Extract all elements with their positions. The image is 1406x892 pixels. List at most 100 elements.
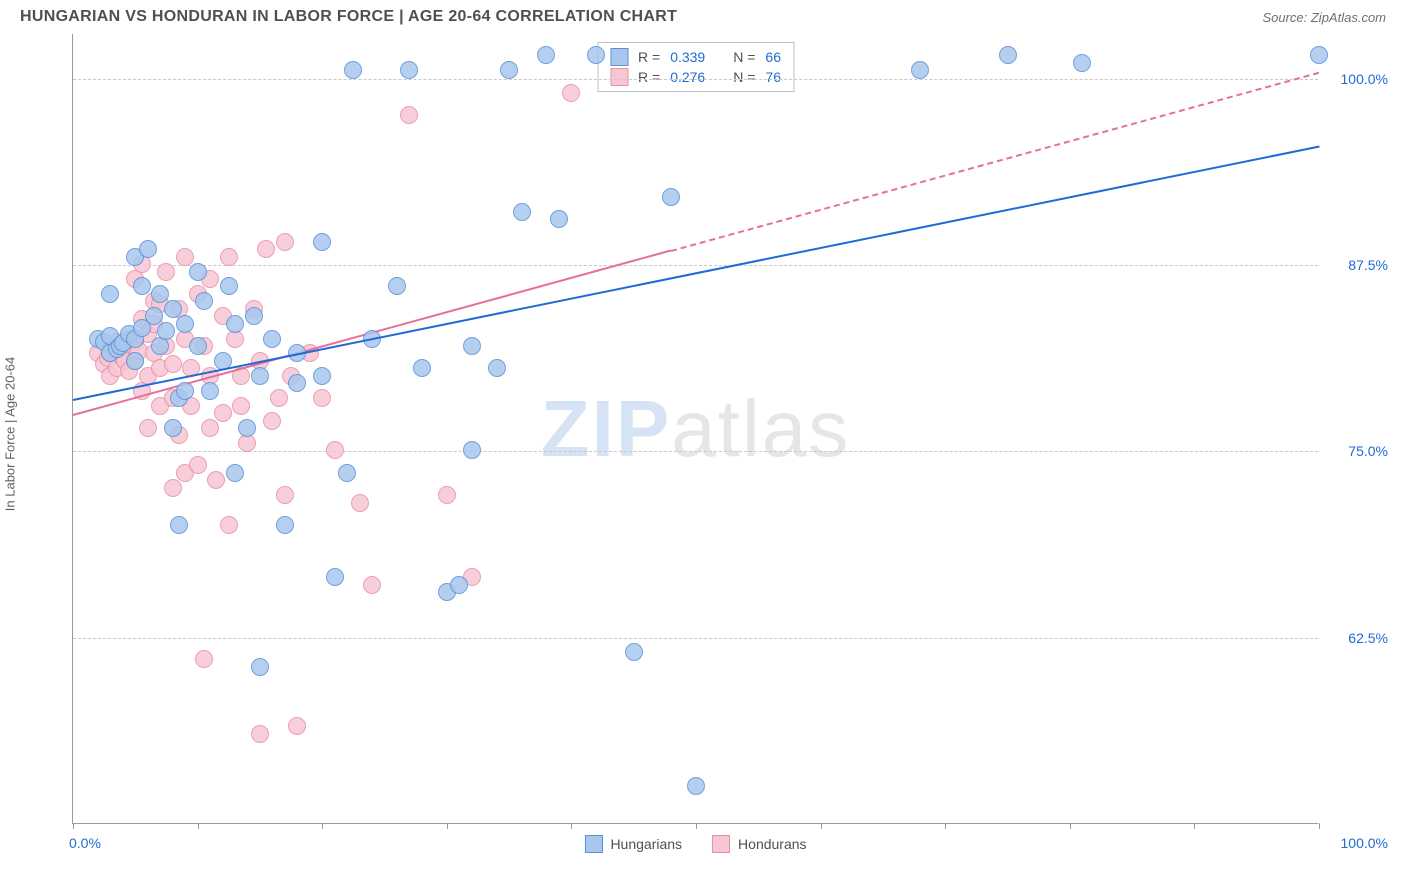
trend-line-hondurans-dashed [671,71,1319,251]
x-tick-label: 100.0% [1328,835,1388,851]
plot-area: ZIPatlas R =0.339N =66R =0.276N =76 Hung… [72,34,1318,824]
legend-swatch [584,835,602,853]
data-point-hungarians [157,322,175,340]
data-point-hondurans [562,84,580,102]
series-legend: Hungarians Hondurans [584,835,806,853]
x-tick [447,823,448,829]
data-point-hungarians [164,300,182,318]
data-point-hungarians [388,277,406,295]
data-point-hungarians [450,576,468,594]
legend-swatch [610,68,628,86]
data-point-hondurans [195,650,213,668]
data-point-hondurans [139,419,157,437]
data-point-hungarians [463,441,481,459]
data-point-hungarians [326,568,344,586]
source-label: Source: ZipAtlas.com [1262,10,1386,25]
x-tick [696,823,697,829]
data-point-hungarians [201,382,219,400]
data-point-hondurans [288,717,306,735]
data-point-hungarians [145,307,163,325]
data-point-hungarians [251,367,269,385]
x-tick [1319,823,1320,829]
legend-r-value: 0.339 [670,49,705,65]
data-point-hungarians [176,382,194,400]
data-point-hungarians [189,337,207,355]
data-point-hungarians [220,277,238,295]
data-point-hungarians [344,61,362,79]
x-tick [821,823,822,829]
y-tick-label: 87.5% [1328,257,1388,273]
legend-row-hondurans: R =0.276N =76 [610,67,781,87]
y-axis-label: In Labor Force | Age 20-64 [3,357,18,511]
x-tick [1070,823,1071,829]
y-tick-label: 75.0% [1328,443,1388,459]
data-point-hondurans [164,479,182,497]
data-point-hungarians [513,203,531,221]
data-point-hungarians [662,188,680,206]
data-point-hungarians [1310,46,1328,64]
data-point-hungarians [537,46,555,64]
x-tick [945,823,946,829]
data-point-hungarians [400,61,418,79]
data-point-hungarians [625,643,643,661]
data-point-hondurans [164,355,182,373]
x-tick [1194,823,1195,829]
data-point-hondurans [326,441,344,459]
data-point-hungarians [463,337,481,355]
data-point-hungarians [276,516,294,534]
data-point-hondurans [400,106,418,124]
data-point-hondurans [207,471,225,489]
data-point-hondurans [363,576,381,594]
x-tick [73,823,74,829]
gridline-h [73,638,1318,639]
data-point-hungarians [195,292,213,310]
data-point-hungarians [999,46,1017,64]
data-point-hondurans [257,240,275,258]
data-point-hondurans [270,389,288,407]
legend-r-label: R = [638,49,660,65]
data-point-hungarians [288,374,306,392]
data-point-hungarians [687,777,705,795]
bottom-legend-hondurans: Hondurans [712,835,807,853]
gridline-h [73,79,1318,80]
data-point-hondurans [220,248,238,266]
data-point-hondurans [214,404,232,422]
data-point-hungarians [139,240,157,258]
chart-area: In Labor Force | Age 20-64 ZIPatlas R =0… [20,34,1386,834]
data-point-hungarians [587,46,605,64]
data-point-hondurans [220,516,238,534]
data-point-hungarians [238,419,256,437]
correlation-legend: R =0.339N =66R =0.276N =76 [597,42,794,92]
watermark: ZIPatlas [541,383,850,475]
data-point-hondurans [263,412,281,430]
x-tick [571,823,572,829]
data-point-hungarians [133,277,151,295]
data-point-hondurans [176,248,194,266]
data-point-hungarians [1073,54,1091,72]
data-point-hungarians [126,352,144,370]
chart-title: HUNGARIAN VS HONDURAN IN LABOR FORCE | A… [20,8,677,26]
data-point-hungarians [500,61,518,79]
legend-series-label: Hungarians [610,836,682,852]
data-point-hondurans [438,486,456,504]
legend-swatch [712,835,730,853]
data-point-hungarians [263,330,281,348]
legend-n-label: N = [733,69,755,85]
data-point-hungarians [176,315,194,333]
gridline-h [73,265,1318,266]
data-point-hungarians [189,263,207,281]
data-point-hondurans [276,233,294,251]
legend-swatch [610,48,628,66]
data-point-hungarians [413,359,431,377]
data-point-hondurans [201,419,219,437]
data-point-hungarians [488,359,506,377]
data-point-hondurans [189,456,207,474]
data-point-hondurans [276,486,294,504]
data-point-hondurans [157,263,175,281]
x-tick [198,823,199,829]
data-point-hungarians [313,367,331,385]
data-point-hungarians [101,285,119,303]
data-point-hondurans [251,725,269,743]
data-point-hungarians [313,233,331,251]
legend-n-value: 76 [765,69,781,85]
